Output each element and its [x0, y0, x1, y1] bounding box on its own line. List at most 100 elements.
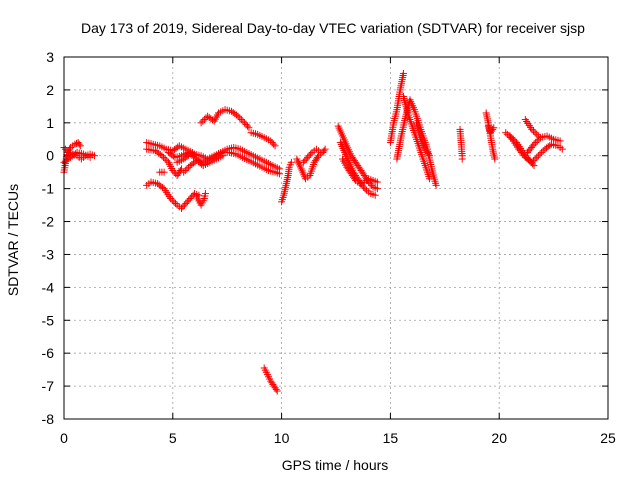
data-point: [529, 142, 537, 150]
data-point: [304, 153, 312, 161]
data-point: [321, 145, 329, 153]
data-point: [531, 129, 539, 137]
data-point: [197, 119, 205, 127]
data-point: [270, 140, 278, 148]
data-point: [242, 120, 250, 128]
data-point: [234, 112, 242, 120]
y-tick-label: -4: [42, 279, 55, 295]
data-point: [158, 183, 166, 191]
axis-ticks: [63, 56, 609, 420]
x-tick-label: 0: [60, 430, 68, 446]
data-point: [237, 116, 245, 124]
data-point: [502, 129, 510, 137]
data-point: [529, 160, 537, 168]
plot-frame: [63, 56, 609, 420]
x-tick-labels: 0 5 10 15 20 25: [60, 430, 616, 446]
data-point: [182, 199, 190, 207]
data-point: [160, 153, 168, 161]
data-point: [179, 203, 187, 211]
data-point: [424, 150, 432, 158]
data-point: [181, 167, 189, 175]
data-point: [458, 155, 466, 163]
data-point: [350, 175, 358, 183]
data-point: [86, 153, 94, 161]
data-point: [527, 158, 535, 166]
data-point: [275, 170, 283, 178]
data-point: [200, 116, 208, 124]
y-tick-label: -5: [42, 312, 55, 328]
data-point: [75, 140, 83, 148]
data-point: [185, 196, 193, 204]
chart-title: Day 173 of 2019, Sidereal Day-to-day VTE…: [81, 20, 585, 36]
data-points: [60, 69, 566, 395]
data-point: [361, 185, 369, 193]
data-point: [63, 147, 71, 155]
data-point: [511, 137, 519, 145]
data-point: [219, 152, 227, 160]
data-point: [536, 150, 544, 158]
data-point: [491, 155, 499, 163]
data-point: [546, 141, 554, 149]
data-point: [170, 198, 178, 206]
data-point: [533, 153, 541, 161]
y-tick-label: -8: [42, 411, 55, 427]
y-tick-label: -7: [42, 378, 55, 394]
data-point: [301, 157, 309, 165]
data-point: [167, 195, 175, 203]
y-axis-label: SDTVAR / TECUs: [5, 184, 21, 296]
data-point: [317, 148, 325, 156]
data-point: [180, 168, 188, 176]
data-point: [241, 119, 249, 127]
data-point: [531, 155, 539, 163]
data-point: [183, 165, 191, 173]
y-tick-label: 0: [46, 148, 54, 164]
x-tick-label: 10: [274, 430, 290, 446]
data-point: [535, 135, 543, 143]
data-point: [158, 152, 166, 160]
data-point: [366, 180, 374, 188]
data-point: [183, 198, 191, 206]
x-tick-label: 25: [600, 430, 616, 446]
data-point: [533, 130, 541, 138]
y-tick-label: -6: [42, 345, 55, 361]
data-point: [299, 158, 307, 166]
data-point: [185, 163, 193, 171]
y-tick-label: 2: [46, 82, 54, 98]
data-point: [267, 137, 275, 145]
data-point: [163, 157, 171, 165]
data-point: [399, 69, 407, 77]
data-point: [509, 135, 517, 143]
data-point: [508, 134, 516, 142]
data-point: [530, 140, 538, 148]
grid-lines: [64, 57, 608, 419]
y-tick-label: -2: [42, 214, 55, 230]
x-tick-label: 20: [491, 430, 507, 446]
data-point: [368, 181, 376, 189]
data-point: [532, 139, 540, 147]
data-point: [302, 155, 310, 163]
data-point: [360, 183, 368, 191]
data-point: [426, 152, 434, 160]
data-point: [371, 191, 379, 199]
data-point: [232, 111, 240, 119]
y-tick-label: -1: [42, 181, 55, 197]
data-point: [180, 201, 188, 209]
data-point: [178, 204, 186, 212]
data-point: [169, 167, 177, 175]
data-point: [490, 124, 498, 132]
x-tick-label: 15: [383, 430, 399, 446]
data-point: [528, 125, 536, 133]
data-point: [245, 124, 253, 132]
data-point: [534, 132, 542, 140]
data-point: [272, 385, 280, 393]
data-point: [160, 168, 168, 176]
data-point: [271, 142, 279, 150]
data-point: [529, 127, 537, 135]
data-point: [539, 147, 547, 155]
data-point: [186, 195, 194, 203]
data-point: [533, 137, 541, 145]
data-point: [168, 196, 176, 204]
data-point: [61, 145, 69, 153]
data-point: [268, 139, 276, 147]
